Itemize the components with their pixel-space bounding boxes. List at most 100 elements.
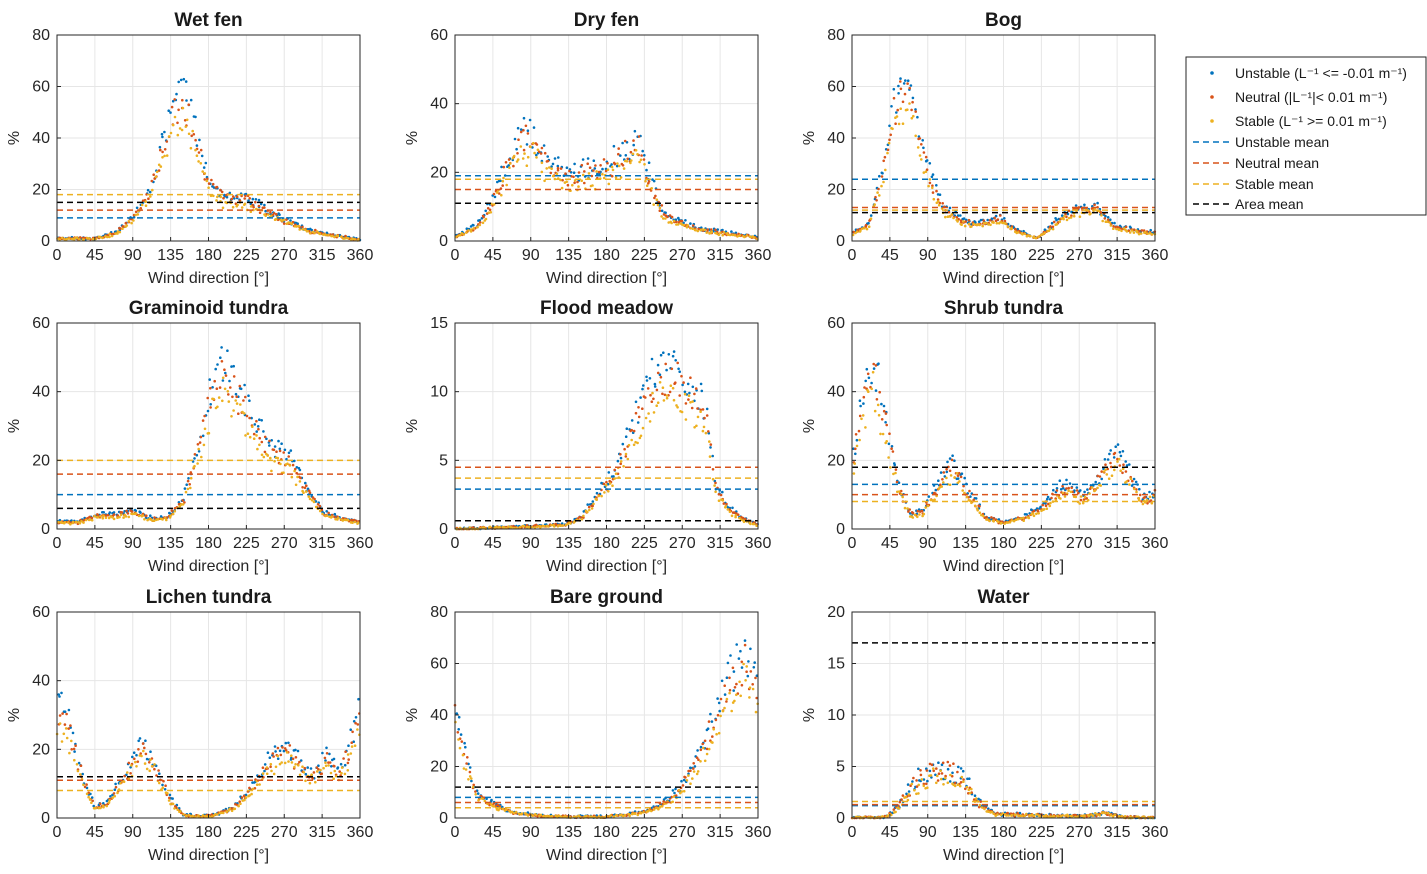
point-unstable <box>721 490 724 494</box>
point-stable <box>933 498 936 502</box>
point-neutral <box>697 758 700 761</box>
point-unstable <box>667 353 671 356</box>
point-stable <box>313 231 316 235</box>
point-stable <box>468 775 472 778</box>
point-unstable <box>287 741 290 745</box>
point-stable <box>1063 215 1066 218</box>
point-neutral <box>159 148 162 152</box>
scatter-points <box>57 346 361 526</box>
point-neutral <box>637 406 640 409</box>
point-neutral <box>90 516 94 520</box>
point-unstable <box>639 396 642 399</box>
point-unstable <box>753 661 756 664</box>
point-stable <box>992 520 995 523</box>
point-unstable <box>1059 488 1063 491</box>
point-stable <box>945 476 948 480</box>
point-stable <box>958 784 962 788</box>
point-stable <box>526 814 530 817</box>
point-neutral <box>858 414 862 418</box>
x-tick-label: 90 <box>522 824 540 841</box>
point-stable <box>665 396 669 400</box>
point-stable <box>90 518 94 522</box>
point-neutral <box>588 166 592 169</box>
point-stable <box>1061 491 1065 495</box>
point-neutral <box>271 752 275 755</box>
point-unstable <box>226 349 229 353</box>
point-unstable <box>737 657 741 660</box>
point-stable <box>216 195 219 199</box>
point-neutral <box>492 192 496 196</box>
point-stable <box>881 815 884 818</box>
point-stable <box>714 490 717 494</box>
point-unstable <box>979 218 983 222</box>
point-neutral <box>656 371 660 375</box>
point-neutral <box>740 660 744 664</box>
x-tick-label: 0 <box>53 535 62 552</box>
point-neutral <box>886 148 890 152</box>
point-stable <box>71 520 75 524</box>
point-unstable <box>595 491 599 495</box>
point-unstable <box>940 763 944 766</box>
point-neutral <box>67 727 70 730</box>
point-stable <box>1061 814 1064 817</box>
point-stable <box>721 233 724 237</box>
point-neutral <box>1049 225 1052 228</box>
point-stable <box>346 753 350 756</box>
point-stable <box>1122 227 1126 230</box>
point-unstable <box>158 772 161 775</box>
point-stable <box>855 230 859 234</box>
point-stable <box>165 154 169 157</box>
point-stable <box>942 481 945 484</box>
point-stable <box>703 759 707 763</box>
point-stable <box>1090 486 1094 489</box>
point-stable <box>82 783 85 787</box>
point-stable <box>251 787 255 791</box>
point-unstable <box>621 141 624 145</box>
point-stable <box>614 472 618 476</box>
point-unstable <box>867 376 871 380</box>
point-stable <box>468 526 472 529</box>
point-unstable <box>289 449 293 452</box>
point-stable <box>201 814 205 817</box>
point-neutral <box>255 419 258 423</box>
point-stable <box>344 518 348 522</box>
point-stable <box>234 399 237 402</box>
point-unstable <box>586 157 590 160</box>
point-stable <box>261 772 265 775</box>
point-stable <box>1034 236 1038 240</box>
point-unstable <box>1124 460 1127 463</box>
point-unstable <box>897 92 900 95</box>
x-tick-label: 360 <box>745 824 772 841</box>
point-stable <box>260 453 264 457</box>
point-stable <box>1052 815 1056 818</box>
point-stable <box>1065 218 1069 222</box>
point-stable <box>221 376 225 380</box>
point-unstable <box>306 766 310 769</box>
point-neutral <box>646 387 650 390</box>
point-neutral <box>230 197 234 201</box>
point-unstable <box>183 487 187 490</box>
point-unstable <box>959 214 962 217</box>
x-tick-label: 360 <box>745 535 772 552</box>
point-stable <box>458 746 462 750</box>
point-neutral <box>587 505 591 509</box>
point-neutral <box>549 171 553 175</box>
point-unstable <box>216 363 219 366</box>
point-stable <box>130 221 133 225</box>
point-stable <box>501 179 505 183</box>
point-neutral <box>261 766 265 769</box>
point-unstable <box>893 463 896 467</box>
point-neutral <box>134 210 138 214</box>
point-stable <box>108 799 111 802</box>
point-stable <box>94 806 97 810</box>
y-tick-label: 0 <box>439 810 448 827</box>
point-stable <box>696 229 700 233</box>
point-stable <box>1048 227 1052 231</box>
point-stable <box>248 435 252 439</box>
point-neutral <box>678 394 681 397</box>
point-stable <box>879 432 882 436</box>
point-unstable <box>948 780 952 783</box>
point-neutral <box>658 209 662 212</box>
point-stable <box>351 521 354 524</box>
point-neutral <box>990 516 993 519</box>
